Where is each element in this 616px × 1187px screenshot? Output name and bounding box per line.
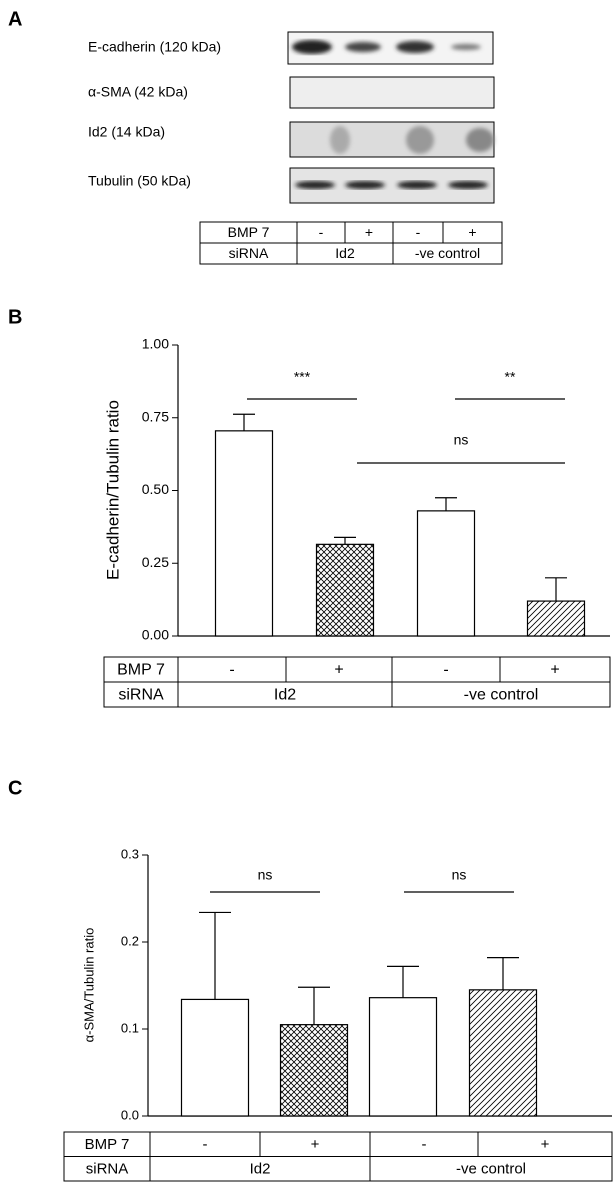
table-cell: + [468, 224, 476, 240]
bar [468, 989, 538, 1117]
bar [180, 998, 250, 1117]
band-label: E-cadherin (120 kDa) [88, 39, 221, 55]
table-cell: -ve control [456, 1161, 526, 1178]
y-tick-label: 0.00 [142, 627, 169, 643]
bar [416, 510, 476, 637]
table-cell: + [311, 1136, 320, 1153]
table-cell: Id2 [335, 245, 355, 261]
significance-label: ns [454, 432, 469, 448]
significance-label: ** [505, 369, 516, 385]
error-bar [387, 965, 419, 998]
table-cell: + [334, 662, 343, 679]
y-tick-label: 0.0 [121, 1107, 139, 1122]
significance-label: ns [258, 867, 273, 883]
bar [279, 1024, 349, 1117]
y-axis-label: α-SMA/Tubulin ratio [81, 928, 96, 1043]
error-bar [199, 911, 231, 1000]
error-bar [487, 957, 519, 990]
bar [214, 430, 274, 637]
y-tick-label: 0.3 [121, 846, 139, 861]
table-cell: + [550, 662, 559, 679]
band-label: α-SMA (42 kDa) [88, 84, 188, 100]
error-bar [545, 577, 567, 602]
y-axis-label: E-cadherin/Tubulin ratio [103, 400, 122, 580]
y-tick-label: 1.00 [142, 336, 169, 352]
table-cell: siRNA [118, 687, 164, 704]
blot [287, 31, 495, 204]
significance-label: *** [294, 369, 311, 385]
error-bar [233, 413, 255, 431]
y-tick-label: 0.75 [142, 408, 169, 424]
table-cell: BMP 7 [228, 224, 270, 240]
table-cell: -ve control [464, 687, 539, 704]
table-cell: - [203, 1136, 208, 1153]
table-cell: - [416, 224, 421, 240]
error-bar [298, 986, 330, 1025]
y-tick-label: 0.1 [121, 1020, 139, 1035]
table-cell: + [541, 1136, 550, 1153]
y-tick-label: 0.2 [121, 933, 139, 948]
table-cell: - [422, 1136, 427, 1153]
panel-label: B [8, 306, 22, 328]
error-bar [334, 536, 356, 545]
y-tick-label: 0.25 [142, 554, 169, 570]
table-cell: -ve control [415, 245, 480, 261]
table-cell: Id2 [250, 1161, 271, 1178]
band-label: Tubulin (50 kDa) [88, 173, 191, 189]
significance-label: ns [452, 867, 467, 883]
table-cell: + [365, 224, 373, 240]
table-cell: - [319, 224, 324, 240]
bar [368, 997, 438, 1117]
error-bar [435, 497, 457, 511]
table-cell: siRNA [86, 1161, 129, 1178]
band-label: Id2 (14 kDa) [88, 124, 165, 140]
table-cell: - [443, 662, 448, 679]
y-tick-label: 0.50 [142, 481, 169, 497]
bar [526, 600, 586, 637]
table-cell: BMP 7 [117, 662, 165, 679]
table-cell: siRNA [229, 245, 269, 261]
panel-label: A [8, 8, 22, 30]
bar [315, 543, 375, 637]
panel-label: C [8, 777, 22, 799]
table-cell: BMP 7 [85, 1136, 130, 1153]
table-cell: Id2 [274, 687, 296, 704]
table-cell: - [229, 662, 234, 679]
